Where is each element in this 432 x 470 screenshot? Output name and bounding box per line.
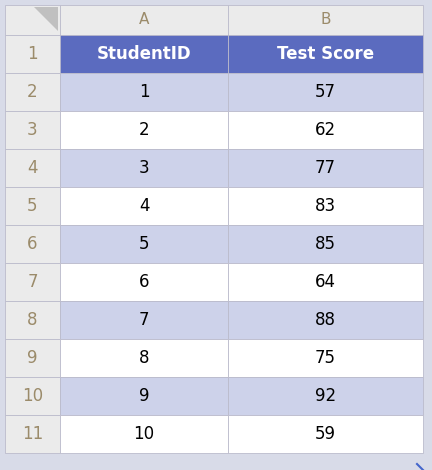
Text: 77: 77	[315, 159, 336, 177]
Text: 4: 4	[27, 159, 38, 177]
Bar	[5, 187, 60, 225]
Bar	[228, 149, 423, 187]
Text: 6: 6	[27, 235, 38, 253]
Text: 10: 10	[133, 425, 155, 443]
Bar	[5, 5, 60, 35]
Bar	[60, 5, 228, 35]
Bar	[228, 415, 423, 453]
Text: 62: 62	[315, 121, 336, 139]
Text: A: A	[139, 13, 149, 28]
Text: 10: 10	[22, 387, 43, 405]
Text: 7: 7	[139, 311, 149, 329]
Text: 9: 9	[139, 387, 149, 405]
Text: 6: 6	[139, 273, 149, 291]
Bar	[228, 73, 423, 111]
Bar	[228, 377, 423, 415]
Bar	[60, 415, 228, 453]
Bar	[228, 225, 423, 263]
Bar	[60, 187, 228, 225]
Text: 5: 5	[139, 235, 149, 253]
Text: 3: 3	[27, 121, 38, 139]
Text: 9: 9	[27, 349, 38, 367]
Bar	[5, 73, 60, 111]
Text: 83: 83	[315, 197, 336, 215]
Bar	[5, 415, 60, 453]
Text: 7: 7	[27, 273, 38, 291]
Bar	[60, 301, 228, 339]
Bar	[60, 225, 228, 263]
Bar	[228, 187, 423, 225]
Bar	[5, 225, 60, 263]
Text: 2: 2	[27, 83, 38, 101]
Bar	[5, 35, 60, 73]
Bar	[5, 111, 60, 149]
Text: 75: 75	[315, 349, 336, 367]
Bar	[228, 5, 423, 35]
Text: 57: 57	[315, 83, 336, 101]
Text: 64: 64	[315, 273, 336, 291]
Text: StudentID: StudentID	[97, 45, 191, 63]
Text: 88: 88	[315, 311, 336, 329]
Text: 3: 3	[139, 159, 149, 177]
Bar	[228, 339, 423, 377]
Bar	[228, 35, 423, 73]
Text: 85: 85	[315, 235, 336, 253]
Bar	[60, 111, 228, 149]
Text: Test Score: Test Score	[277, 45, 374, 63]
Text: 8: 8	[27, 311, 38, 329]
Text: 2: 2	[139, 121, 149, 139]
Bar	[60, 377, 228, 415]
Bar	[60, 263, 228, 301]
Bar	[228, 301, 423, 339]
Bar	[228, 111, 423, 149]
Text: 59: 59	[315, 425, 336, 443]
Text: 5: 5	[27, 197, 38, 215]
Bar	[60, 339, 228, 377]
Bar	[60, 149, 228, 187]
Text: 8: 8	[139, 349, 149, 367]
Bar	[60, 73, 228, 111]
Bar	[60, 35, 228, 73]
Bar	[5, 339, 60, 377]
Text: 1: 1	[139, 83, 149, 101]
Bar	[5, 301, 60, 339]
Bar	[5, 263, 60, 301]
Text: 11: 11	[22, 425, 43, 443]
Text: B: B	[320, 13, 331, 28]
Bar	[5, 377, 60, 415]
Text: 92: 92	[315, 387, 336, 405]
Text: 1: 1	[27, 45, 38, 63]
Bar	[5, 149, 60, 187]
Polygon shape	[34, 7, 58, 31]
Text: 4: 4	[139, 197, 149, 215]
Bar	[228, 263, 423, 301]
